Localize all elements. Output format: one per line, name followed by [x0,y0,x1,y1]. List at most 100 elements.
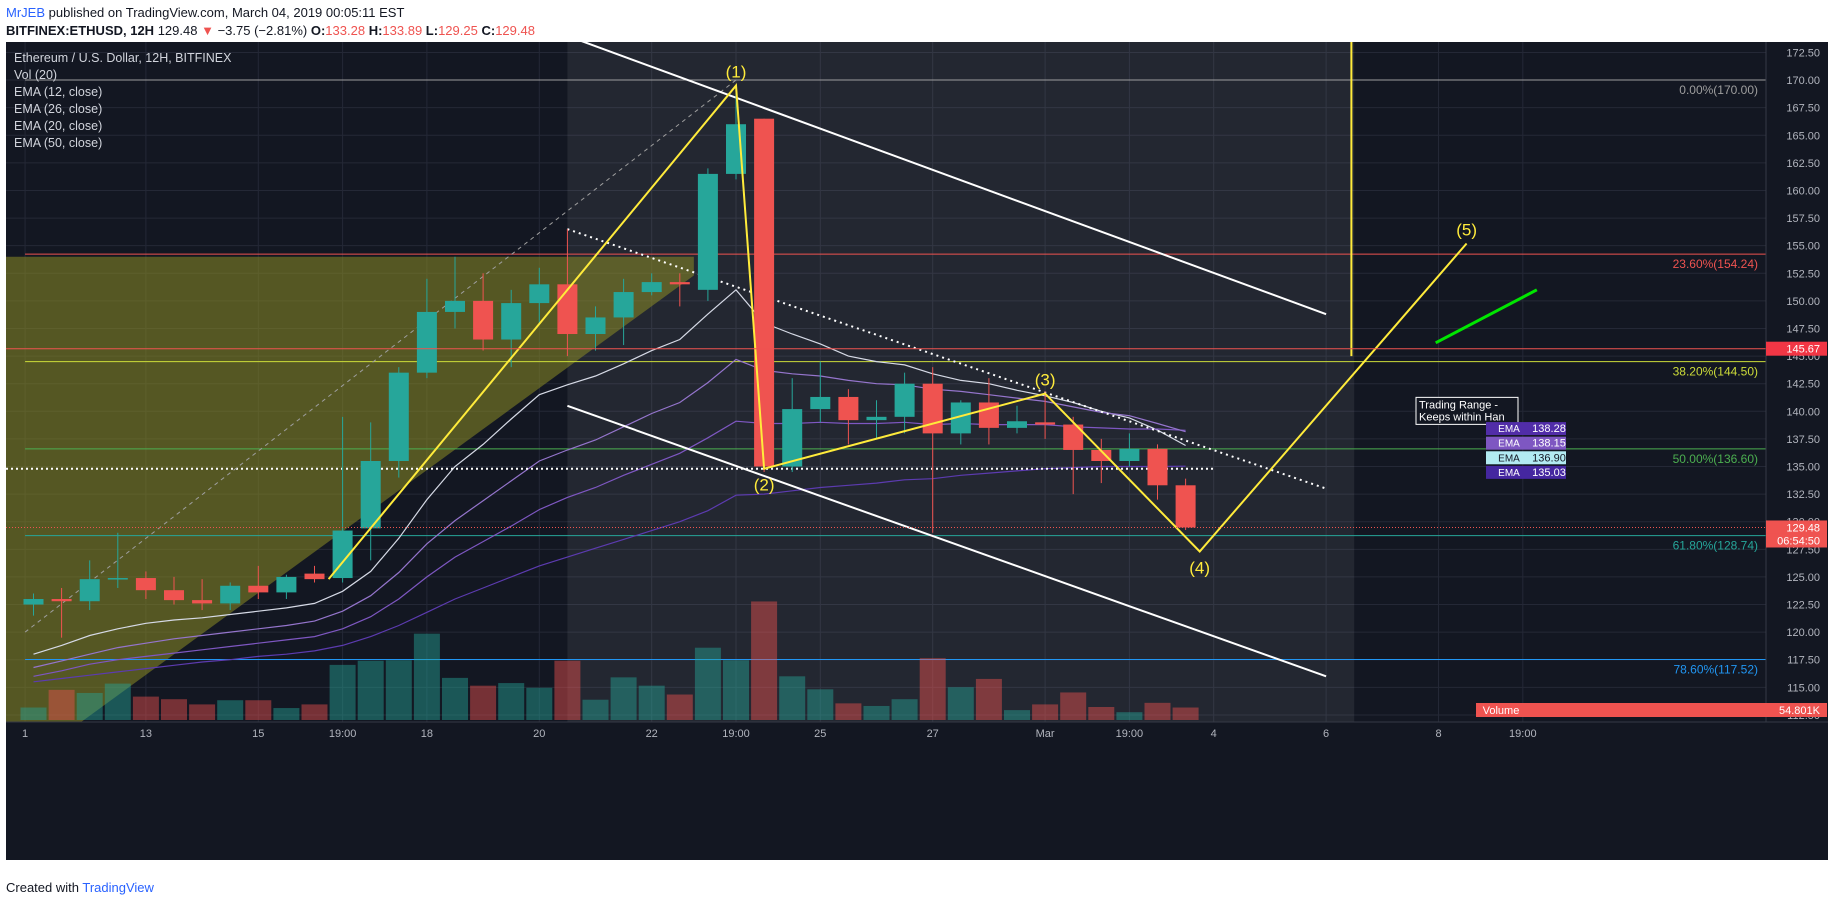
channel-lower-line [567,404,1327,678]
fib-level-label: 23.60%(154.24) [1673,257,1758,271]
candle-body [866,416,887,421]
publish-header: MrJEB published on TradingView.com, Marc… [6,4,535,40]
price-tag-bg [1766,520,1827,535]
volume-bar [1032,704,1059,720]
ema-tag-value: 136.90 [1532,452,1566,464]
x-tick-label: 27 [927,728,939,740]
candle-body [726,124,746,174]
high-label: H: [368,23,383,38]
ema-tag-value: 138.15 [1532,438,1566,450]
candle-body [950,402,971,434]
ema-tag-name: EMA [1498,453,1520,464]
volume-bar [245,700,272,720]
y-tick-label: 162.50 [1786,158,1820,170]
ema-tag-value-bg [1532,436,1566,450]
volume-bar [863,705,890,720]
down-arrow-icon: ▼ [201,23,214,38]
legend-ema-26: EMA (26, close) [14,102,103,116]
candle-body [1091,449,1112,461]
candle-body [585,317,606,335]
elliott-wave-label: (2) [754,476,775,495]
volume-bar [442,677,468,720]
author-link[interactable]: MrJEB [6,5,45,20]
y-tick-label: 150.00 [1786,296,1820,308]
ema-tag-name-bg [1486,422,1532,436]
fib-level-label: 50.00%(136.60) [1673,452,1758,466]
y-tick-label: 147.50 [1786,323,1820,335]
green-trend-line [1434,288,1538,345]
volume-bar [76,692,103,720]
candle-body [360,460,381,529]
legend-volume: Vol (20) [14,68,58,82]
volume-bar [1144,702,1171,720]
y-tick-label: 140.00 [1786,406,1820,418]
ema-tag-value-bg [1532,422,1566,436]
candle-body [220,585,241,604]
candle-body [473,300,494,340]
x-tick-label: 15 [252,728,264,740]
candle-body [529,284,550,304]
volume-bar [1088,707,1115,720]
volume-bar [638,685,665,720]
volume-bar [470,685,497,720]
volume-bar [919,658,946,720]
x-tick-label: 18 [421,728,433,740]
y-tick-label: 117.50 [1787,655,1820,667]
candle-body [922,383,943,434]
price-scale [1766,42,1828,860]
volume-bar [779,676,806,720]
ema-tag-name: EMA [1498,424,1520,435]
candle-body [1147,448,1168,486]
volume-bar [891,699,918,720]
note-box [1415,396,1519,425]
x-tick-label: 1 [22,728,28,740]
candle-body [697,173,718,290]
price-change: −3.75 (−2.81%) [217,23,308,38]
price-chart[interactable]: 0.00%(170.00) 23.60%(154.24) 38.20%(144.50… [6,34,1828,860]
volume-bar [132,696,159,720]
high-value: 133.89 [382,23,423,38]
volume-bar [694,647,721,720]
volume-bar [526,687,553,720]
volume-bar [554,660,581,720]
volume-bar [273,708,300,720]
candle-body [1175,485,1196,528]
candle-body [79,579,100,602]
open-label: O: [310,23,326,38]
x-tick-label: 13 [140,728,152,740]
chart-area[interactable]: 0.00%(170.00) 23.60%(154.24) 38.20%(144.50… [6,34,1828,860]
candle-body [304,573,325,580]
volume-bar [807,689,834,720]
ema-tag-name: EMA [1498,468,1520,479]
candle-body [1119,448,1140,461]
candle-body [164,590,184,601]
footer: Created with TradingView [6,880,154,895]
volume-tag-value: 54.801K [1779,705,1821,717]
candle-body [810,396,831,410]
volume-bar [751,601,778,720]
volume-bar [1004,710,1030,720]
tradingview-logo-link[interactable]: TradingView [82,880,154,895]
volume-bar [835,703,862,720]
y-tick-label: 122.50 [1786,600,1820,612]
volume-bar [357,660,384,720]
x-tick-label: 19:00 [329,728,357,740]
candle-body [782,409,803,467]
volume-bar [104,683,131,720]
y-tick-label: 170.00 [1786,75,1820,87]
candle-body [754,118,775,467]
fib-level-label: 78.60%(117.52) [1673,663,1758,677]
ema-line [33,288,1186,655]
x-tick-label: 8 [1435,728,1441,740]
candle-body [838,396,859,421]
fib-fan-dashed-line [24,79,737,633]
projection-shade [567,42,1355,722]
ema-line [33,358,1186,669]
y-tick-label: 152.50 [1786,268,1820,280]
x-tick-label: 19:00 [1116,728,1144,740]
close-label: C: [481,23,496,38]
candle-body [332,530,353,579]
candle-body [51,599,72,602]
y-tick-label: 160.00 [1786,185,1820,197]
legend-ema-12: EMA (12, close) [14,85,103,99]
